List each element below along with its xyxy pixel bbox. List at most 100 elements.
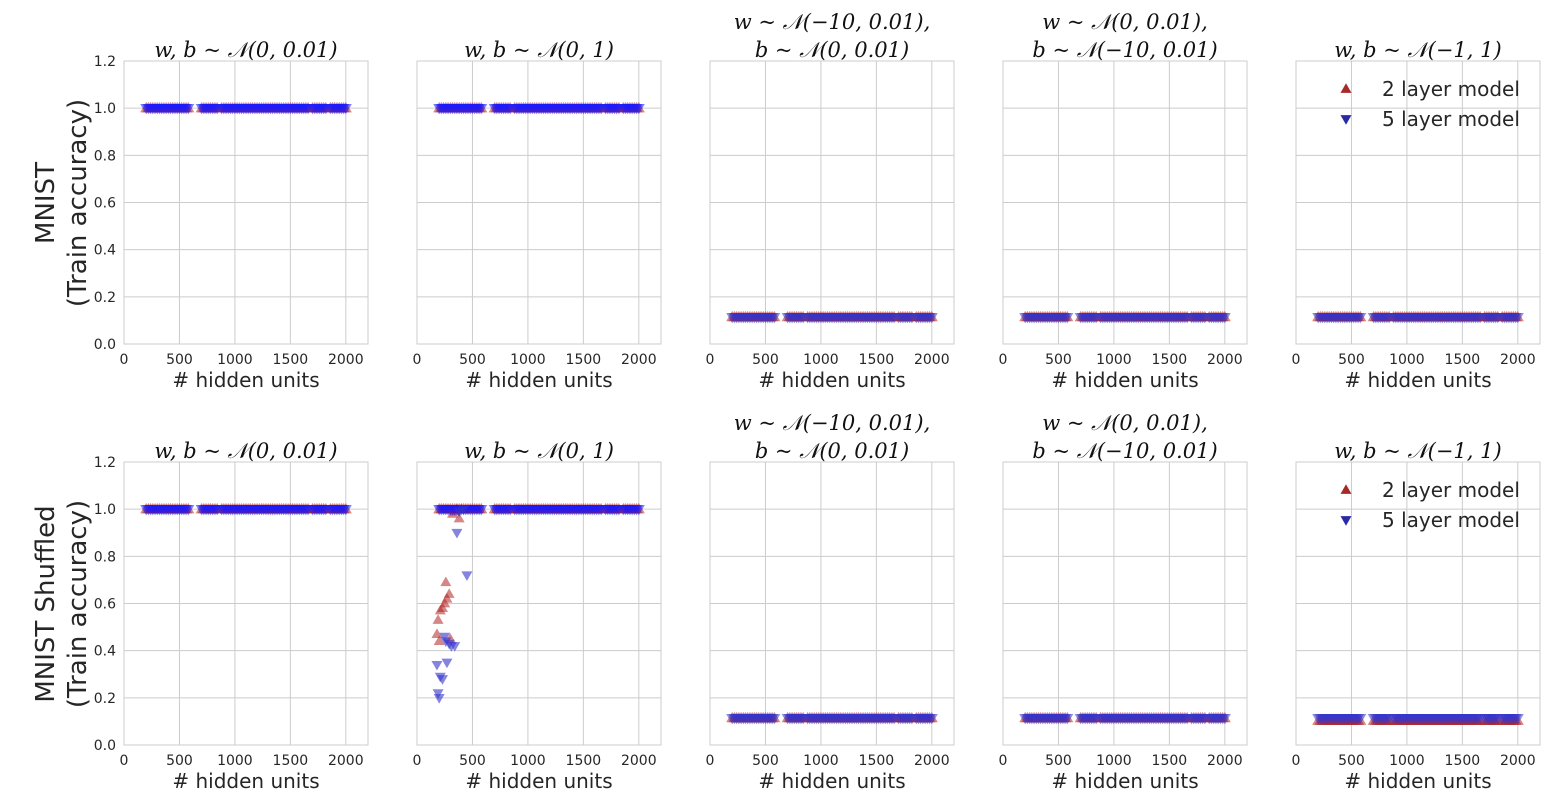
y-tick-label: 0.6 (94, 196, 116, 212)
legend-marker-5-layer (1340, 115, 1352, 125)
y-tick-label: 1.0 (94, 101, 116, 117)
y-tick-label: 0.8 (94, 549, 116, 565)
x-tick-label: 1000 (1096, 753, 1132, 769)
y-tick-label: 0.0 (94, 738, 116, 754)
series-5-layer (140, 103, 352, 115)
point-2-layer (432, 614, 444, 624)
point-2-layer (453, 512, 465, 523)
x-tick-label: 500 (166, 753, 193, 769)
series-5-layer (1019, 713, 1231, 725)
x-tick-label: 1500 (859, 352, 895, 368)
x-tick-label: 1000 (510, 352, 546, 368)
x-axis-label: # hidden units (1051, 769, 1198, 793)
panel-r1-c4: 0 500 1000 1500 2000 # hidden units w ~ 𝒩(0, 0… (999, 10, 1248, 392)
x-axis-label: # hidden units (1344, 769, 1491, 793)
x-tick-label: 1500 (1152, 352, 1188, 368)
series-5-layer (726, 713, 938, 725)
panel-r2-c4: 0 500 1000 1500 2000 # hidden units w ~ 𝒩(0, 0… (999, 411, 1248, 793)
x-tick-label: 500 (1338, 753, 1365, 769)
x-tick-label: 2000 (1207, 753, 1243, 769)
x-tick-label: 1500 (859, 753, 895, 769)
panel-title: b ~ 𝒩(0, 0.01) (755, 38, 909, 62)
x-tick-label: 500 (459, 753, 486, 769)
plot-frame (123, 461, 369, 746)
point-5-layer (768, 312, 781, 324)
panel-title: b ~ 𝒩(0, 0.01) (755, 439, 909, 463)
x-tick-label: 0 (1292, 352, 1301, 368)
y-tick-label: 0.8 (94, 148, 116, 164)
x-tick-label: 0 (706, 352, 715, 368)
legend-label: 2 layer model (1382, 77, 1520, 101)
series-5-layer (726, 312, 938, 324)
row-1-label-line2: (Train accuracy) (63, 99, 93, 307)
x-tick-label: 1500 (1445, 753, 1481, 769)
y-tick-label: 1.0 (94, 502, 116, 518)
point-2-layer (440, 576, 452, 587)
y-tick-label: 1.2 (94, 455, 116, 471)
panels: 0 500 1000 1500 2000 0.0 0.2 0.4 0.6 0.8 1.0 1.2 # h… (94, 10, 1541, 793)
x-axis-label: # hidden units (1051, 368, 1198, 392)
legend-label: 5 layer model (1382, 107, 1520, 131)
point-5-layer (1511, 713, 1524, 725)
series-5-layer (433, 103, 645, 115)
x-axis-label: # hidden units (1344, 368, 1491, 392)
x-tick-label: 0 (120, 753, 129, 769)
point-5-layer (1511, 312, 1524, 324)
point-5-layer (1218, 713, 1231, 725)
panel-title: w, b ~ 𝒩(−1, 1) (1334, 38, 1501, 62)
x-tick-label: 2000 (914, 753, 950, 769)
plot-frame (416, 60, 662, 345)
plot-frame (1002, 60, 1248, 345)
panel-r1-c3: 0 500 1000 1500 2000 # hidden units w ~ 𝒩(−10,… (706, 10, 955, 392)
point-5-layer (182, 103, 195, 115)
panel-r2-c2: 0 500 1000 1500 2000 # hidden units w, b ~ 𝒩(0… (413, 439, 662, 793)
x-tick-label: 1000 (1096, 352, 1132, 368)
x-tick-label: 2000 (621, 352, 657, 368)
x-tick-label: 1000 (217, 753, 253, 769)
x-tick-label: 1000 (1389, 753, 1425, 769)
series-5-layer (1312, 312, 1524, 324)
point-5-layer (339, 103, 352, 115)
x-tick-label: 2000 (1207, 352, 1243, 368)
point-5-layer (431, 660, 443, 671)
x-tick-label: 0 (706, 753, 715, 769)
x-tick-label: 1000 (510, 753, 546, 769)
point-5-layer (1354, 312, 1367, 324)
point-5-layer (441, 658, 453, 669)
x-tick-label: 1000 (217, 352, 253, 368)
x-tick-label: 2000 (1500, 753, 1536, 769)
legend: 2 layer model 5 layer model (1340, 77, 1520, 131)
y-tick-label: 0.2 (94, 290, 116, 306)
x-axis-label: # hidden units (172, 368, 319, 392)
x-tick-label: 500 (166, 352, 193, 368)
panel-r1-c2: 0 500 1000 1500 2000 # hidden units w, b ~ 𝒩(0… (413, 38, 662, 392)
x-tick-label: 1500 (1445, 352, 1481, 368)
y-tick-label: 0.4 (94, 644, 116, 660)
x-tick-label: 2000 (621, 753, 657, 769)
panel-title: w ~ 𝒩(0, 0.01), (1042, 411, 1208, 435)
panel-title: w ~ 𝒩(0, 0.01), (1042, 10, 1208, 34)
point-5-layer (768, 713, 781, 725)
x-tick-label: 500 (459, 352, 486, 368)
point-5-layer (433, 694, 445, 704)
point-5-layer (451, 528, 463, 539)
legend-marker-2-layer (1340, 484, 1352, 494)
x-tick-label: 2000 (328, 753, 364, 769)
point-5-layer (475, 504, 488, 516)
x-tick-label: 1000 (803, 753, 839, 769)
point-5-layer (1061, 312, 1074, 324)
legend: 2 layer model 5 layer model (1340, 478, 1520, 532)
panel-title: w, b ~ 𝒩(0, 0.01) (154, 38, 337, 62)
panel-r2-c3: 0 500 1000 1500 2000 # hidden units w ~ 𝒩(−10,… (706, 411, 955, 793)
plot-frame (709, 461, 955, 746)
x-tick-label: 500 (752, 753, 779, 769)
point-2-layer (431, 628, 443, 638)
x-tick-label: 1500 (273, 352, 309, 368)
legend-label: 5 layer model (1382, 508, 1520, 532)
point-2-layer (433, 635, 445, 646)
point-5-layer (632, 103, 645, 115)
series-5-layer (140, 504, 352, 516)
point-5-layer (437, 675, 449, 685)
plot-frame (416, 461, 662, 746)
